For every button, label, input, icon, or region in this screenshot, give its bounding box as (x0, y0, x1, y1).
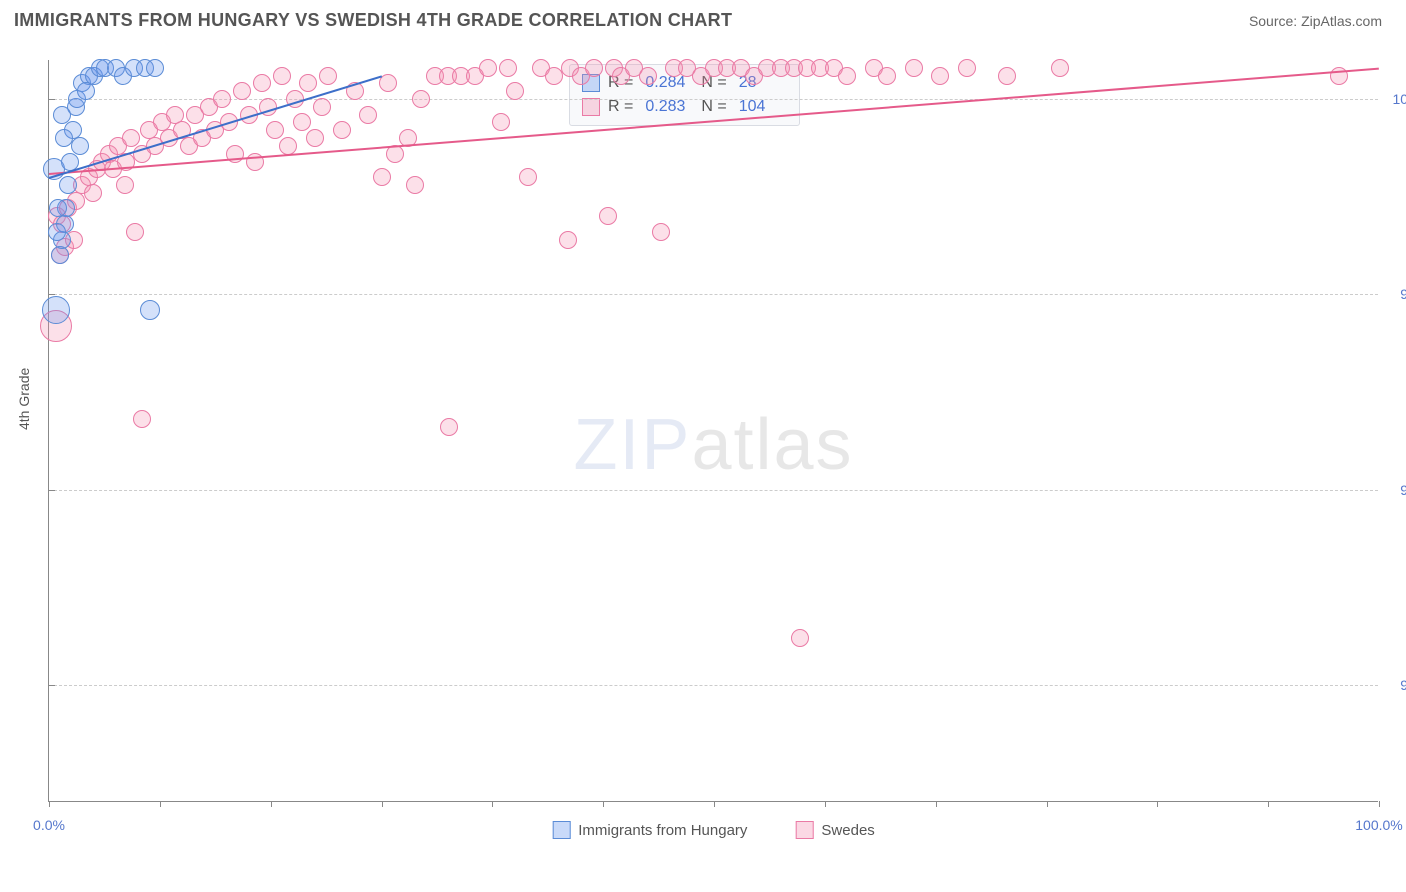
data-point (499, 59, 517, 77)
data-point (313, 98, 331, 116)
data-point (878, 67, 896, 85)
x-tick (603, 801, 604, 807)
data-point (51, 246, 69, 264)
data-point (506, 82, 524, 100)
y-tick (49, 685, 55, 686)
data-point (146, 59, 164, 77)
data-point (905, 59, 923, 77)
data-point (406, 176, 424, 194)
data-point (53, 106, 71, 124)
legend-label-s2: Swedes (821, 822, 874, 839)
y-axis-title: 4th Grade (16, 368, 32, 430)
source-attribution: Source: ZipAtlas.com (1249, 13, 1382, 29)
data-point (233, 82, 251, 100)
y-tick-label: 95.0% (1400, 482, 1406, 498)
legend-item-series2: Swedes (795, 821, 874, 839)
data-point (49, 199, 67, 217)
gridline-h (49, 99, 1378, 100)
x-tick (271, 801, 272, 807)
data-point (958, 59, 976, 77)
gridline-h (49, 685, 1378, 686)
data-point (559, 231, 577, 249)
data-point (359, 106, 377, 124)
x-tick-label: 100.0% (1355, 817, 1402, 833)
data-point (492, 113, 510, 131)
data-point (48, 223, 66, 241)
data-point (84, 184, 102, 202)
data-point (213, 90, 231, 108)
data-point (116, 176, 134, 194)
data-point (273, 67, 291, 85)
data-point (519, 168, 537, 186)
y-tick-label: 100.0% (1393, 91, 1406, 107)
data-point (293, 113, 311, 131)
data-point (77, 82, 95, 100)
data-point (55, 129, 73, 147)
data-point (140, 300, 160, 320)
data-point (412, 90, 430, 108)
data-point (479, 59, 497, 77)
data-point (585, 59, 603, 77)
x-tick (1047, 801, 1048, 807)
data-point (998, 67, 1016, 85)
data-point (279, 137, 297, 155)
chart-title: IMMIGRANTS FROM HUNGARY VS SWEDISH 4TH G… (14, 10, 732, 31)
series-legend: Immigrants from Hungary Swedes (552, 821, 875, 839)
x-tick (936, 801, 937, 807)
x-tick (1379, 801, 1380, 807)
data-point (299, 74, 317, 92)
y-tick (49, 99, 55, 100)
data-point (126, 223, 144, 241)
data-point (59, 176, 77, 194)
watermark-part1: ZIP (573, 405, 691, 485)
x-tick (825, 801, 826, 807)
source-label: Source: (1249, 13, 1297, 29)
data-point (639, 67, 657, 85)
gridline-h (49, 490, 1378, 491)
y-tick (49, 490, 55, 491)
x-tick (160, 801, 161, 807)
watermark-part2: atlas (691, 405, 853, 485)
data-point (333, 121, 351, 139)
x-tick (382, 801, 383, 807)
data-point (42, 296, 70, 324)
data-point (306, 129, 324, 147)
x-tick (1157, 801, 1158, 807)
swatch-series2-icon (795, 821, 813, 839)
data-point (266, 121, 284, 139)
data-point (253, 74, 271, 92)
source-name: ZipAtlas.com (1301, 13, 1382, 29)
data-point (599, 207, 617, 225)
x-tick (1268, 801, 1269, 807)
chart-header: IMMIGRANTS FROM HUNGARY VS SWEDISH 4TH G… (0, 0, 1406, 37)
data-point (1051, 59, 1069, 77)
data-point (652, 223, 670, 241)
data-point (791, 629, 809, 647)
data-point (838, 67, 856, 85)
legend-label-s1: Immigrants from Hungary (578, 822, 747, 839)
data-point (931, 67, 949, 85)
watermark: ZIPatlas (573, 404, 853, 486)
data-point (71, 137, 89, 155)
swatch-series1-icon (552, 821, 570, 839)
x-tick (492, 801, 493, 807)
swatch-series2-icon (582, 98, 600, 116)
x-tick (714, 801, 715, 807)
data-point (133, 410, 151, 428)
legend-item-series1: Immigrants from Hungary (552, 821, 747, 839)
scatter-chart: ZIPatlas R = 0.284 N = 28 R = 0.283 N = … (48, 60, 1378, 802)
x-tick (49, 801, 50, 807)
y-tick-label: 92.5% (1400, 677, 1406, 693)
x-tick-label: 0.0% (33, 817, 65, 833)
data-point (319, 67, 337, 85)
data-point (373, 168, 391, 186)
data-point (440, 418, 458, 436)
gridline-h (49, 294, 1378, 295)
y-tick-label: 97.5% (1400, 286, 1406, 302)
